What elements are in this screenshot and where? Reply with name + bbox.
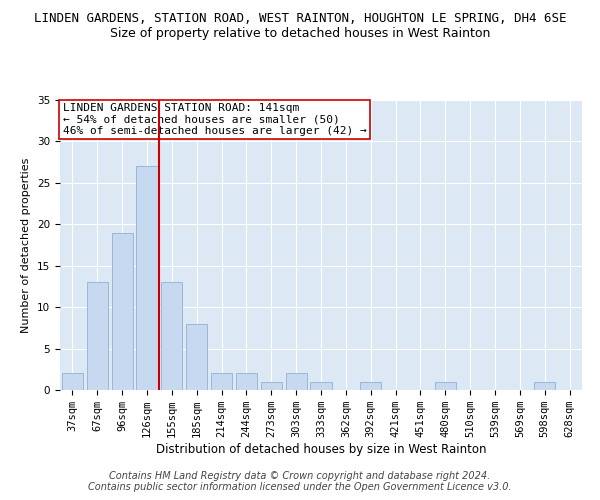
Bar: [161, 282, 182, 390]
Bar: [534, 382, 555, 390]
Bar: [286, 374, 307, 390]
Text: LINDEN GARDENS STATION ROAD: 141sqm
← 54% of detached houses are smaller (50)
46: LINDEN GARDENS STATION ROAD: 141sqm ← 54…: [62, 103, 367, 136]
Text: LINDEN GARDENS, STATION ROAD, WEST RAINTON, HOUGHTON LE SPRING, DH4 6SE: LINDEN GARDENS, STATION ROAD, WEST RAINT…: [34, 12, 566, 26]
Bar: [136, 166, 158, 390]
Bar: [112, 232, 133, 390]
Bar: [62, 374, 83, 390]
Text: Contains HM Land Registry data © Crown copyright and database right 2024.
Contai: Contains HM Land Registry data © Crown c…: [88, 471, 512, 492]
Bar: [211, 374, 232, 390]
Bar: [261, 382, 282, 390]
Bar: [186, 324, 207, 390]
Bar: [87, 282, 108, 390]
Bar: [310, 382, 332, 390]
Bar: [435, 382, 456, 390]
Text: Size of property relative to detached houses in West Rainton: Size of property relative to detached ho…: [110, 28, 490, 40]
X-axis label: Distribution of detached houses by size in West Rainton: Distribution of detached houses by size …: [156, 443, 486, 456]
Y-axis label: Number of detached properties: Number of detached properties: [22, 158, 31, 332]
Bar: [236, 374, 257, 390]
Bar: [360, 382, 381, 390]
